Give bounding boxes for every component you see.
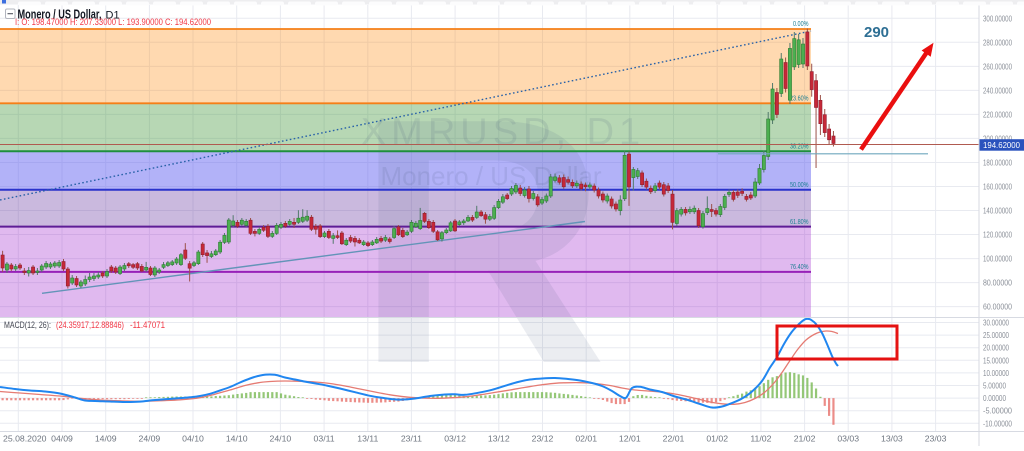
svg-text:60.00000: 60.00000	[983, 302, 1012, 312]
svg-text:13/03: 13/03	[881, 434, 903, 444]
svg-text:-5.00000: -5.00000	[983, 406, 1012, 416]
svg-text:20.00000: 20.00000	[983, 343, 1009, 353]
svg-text:76.40%: 76.40%	[790, 264, 809, 271]
svg-text:290: 290	[864, 24, 889, 41]
svg-text:03/11: 03/11	[314, 434, 335, 444]
svg-text:24/09: 24/09	[139, 434, 161, 444]
svg-text:5.00000: 5.00000	[983, 381, 1006, 391]
svg-text:194.62000: 194.62000	[983, 140, 1020, 150]
svg-text:(24.35917,12.88846): (24.35917,12.88846)	[56, 320, 124, 330]
svg-text:MACD(12, 26):: MACD(12, 26):	[4, 320, 51, 330]
svg-text:23/12: 23/12	[532, 434, 554, 444]
svg-text:160.00000: 160.00000	[983, 182, 1012, 192]
svg-text:280.00000: 280.00000	[983, 37, 1012, 47]
svg-text:24/10: 24/10	[270, 434, 292, 444]
svg-text:0.00000: 0.00000	[983, 393, 1006, 403]
svg-text:15.00000: 15.00000	[983, 355, 1009, 365]
svg-text:21/02: 21/02	[794, 434, 816, 444]
svg-text:30.00000: 30.00000	[983, 318, 1009, 328]
svg-text:61.80%: 61.80%	[790, 219, 809, 226]
svg-text:80.00000: 80.00000	[983, 278, 1012, 288]
svg-text:14/09: 14/09	[95, 434, 117, 444]
svg-text:23.60%: 23.60%	[790, 96, 809, 103]
svg-text:25.08.2020: 25.08.2020	[3, 434, 47, 444]
svg-text:14/10: 14/10	[226, 434, 248, 444]
svg-text:02/01: 02/01	[575, 434, 597, 444]
svg-text:I: O: 198.47000 H: 207.33000: I: O: 198.47000 H: 207.33000 L: 193.9000…	[15, 17, 211, 27]
svg-text:10.00000: 10.00000	[983, 368, 1009, 378]
svg-text:03/03: 03/03	[837, 434, 859, 444]
svg-text:180.00000: 180.00000	[983, 158, 1012, 168]
svg-text:13/11: 13/11	[357, 434, 378, 444]
svg-text:11/02: 11/02	[750, 434, 771, 444]
svg-text:23/03: 23/03	[925, 434, 947, 444]
svg-text:100.00000: 100.00000	[983, 254, 1012, 264]
svg-text:Monero / US Dollar: Monero / US Dollar	[380, 161, 601, 191]
svg-text:220.00000: 220.00000	[983, 109, 1012, 119]
svg-text:04/09: 04/09	[51, 434, 73, 444]
svg-text:12/01: 12/01	[619, 434, 641, 444]
svg-text:240.00000: 240.00000	[983, 85, 1012, 95]
svg-text:260.00000: 260.00000	[983, 61, 1012, 71]
svg-text:0.00%: 0.00%	[793, 21, 809, 28]
svg-text:-10.00000: -10.00000	[983, 418, 1012, 428]
svg-text:300.00000: 300.00000	[983, 13, 1012, 23]
svg-text:-11.47071: -11.47071	[130, 320, 165, 330]
svg-text:23/11: 23/11	[401, 434, 422, 444]
svg-text:50.00%: 50.00%	[790, 182, 809, 189]
svg-text:13/12: 13/12	[488, 434, 510, 444]
svg-text:25.00000: 25.00000	[983, 330, 1009, 340]
svg-text:01/02: 01/02	[706, 434, 728, 444]
svg-text:04/10: 04/10	[182, 434, 204, 444]
svg-text:120.00000: 120.00000	[983, 230, 1012, 240]
svg-text:22/01: 22/01	[663, 434, 685, 444]
svg-text:140.00000: 140.00000	[983, 206, 1012, 216]
svg-text:XMRUSD, D1: XMRUSD, D1	[361, 112, 645, 154]
svg-text:03/12: 03/12	[444, 434, 466, 444]
